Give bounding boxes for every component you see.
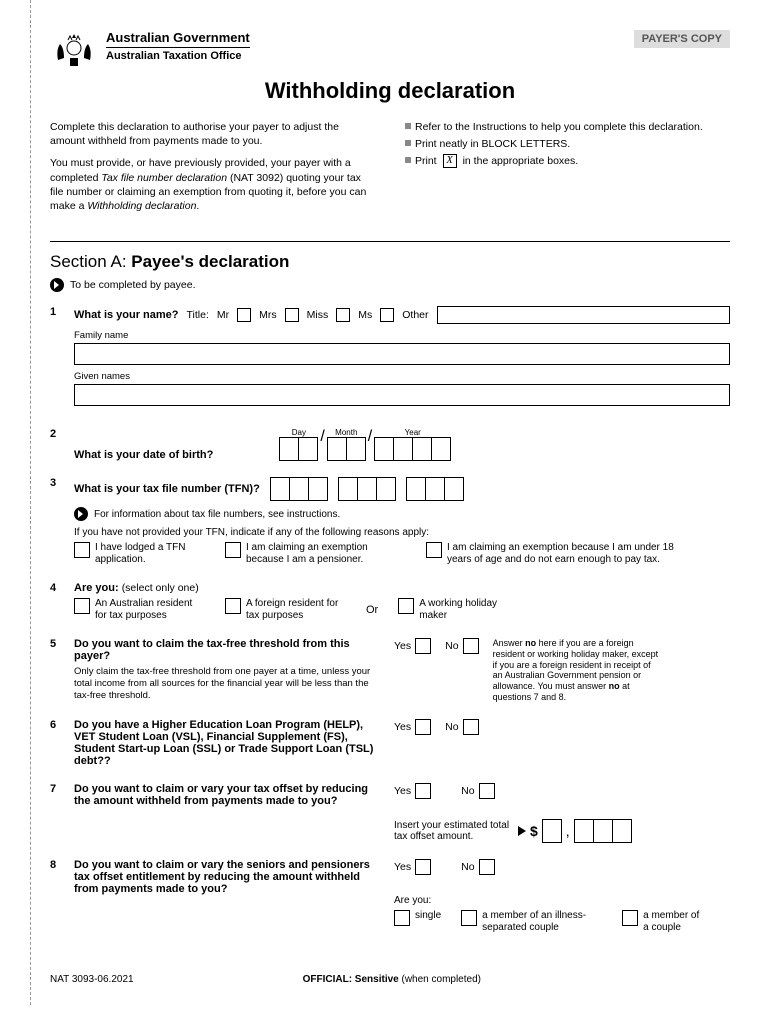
- q7-yes-checkbox[interactable]: [415, 783, 431, 799]
- question-4: 4 Are you: (select only one) An Australi…: [50, 582, 730, 622]
- triangle-icon: [518, 826, 526, 836]
- question-1: 1 What is your name? Title: Mr Mrs Miss …: [50, 306, 730, 412]
- dob-month-input[interactable]: [327, 437, 366, 461]
- mrs-checkbox[interactable]: [285, 308, 299, 322]
- dob-day-input[interactable]: [279, 437, 318, 461]
- intro-p2: You must provide, or have previously pro…: [50, 156, 375, 213]
- illness-sep-checkbox[interactable]: [461, 910, 477, 926]
- footer: NAT 3093-06.2021 OFFICIAL: Sensitive (wh…: [50, 974, 730, 985]
- given-names-input[interactable]: [74, 384, 730, 406]
- miss-checkbox[interactable]: [336, 308, 350, 322]
- page-title: Withholding declaration: [50, 78, 730, 104]
- tfn-input-1[interactable]: [270, 477, 328, 501]
- question-8: 8 Do you want to claim or vary the senio…: [50, 859, 730, 934]
- arrow-icon: [50, 278, 64, 292]
- header: Australian Government Australian Taxatio…: [50, 30, 730, 70]
- offset-amount-1[interactable]: [542, 819, 562, 843]
- intro-p1: Complete this declaration to authorise y…: [50, 120, 375, 148]
- form-code: NAT 3093-06.2021: [50, 974, 134, 985]
- q5-no-hint: Answer no here if you are a foreign resi…: [493, 638, 663, 703]
- q8-no-checkbox[interactable]: [479, 859, 495, 875]
- gov-name: Australian Government: [106, 30, 250, 45]
- footer-classification: OFFICIAL: Sensitive (when completed): [134, 974, 650, 985]
- mr-checkbox[interactable]: [237, 308, 251, 322]
- q8-yes-checkbox[interactable]: [415, 859, 431, 875]
- intro-bullet-2: Print neatly in BLOCK LETTERS.: [405, 137, 730, 151]
- single-checkbox[interactable]: [394, 910, 410, 926]
- family-name-input[interactable]: [74, 343, 730, 365]
- logo-block: Australian Government Australian Taxatio…: [50, 30, 250, 70]
- offset-amount-2[interactable]: [574, 819, 632, 843]
- question-7: 7 Do you want to claim or vary your tax …: [50, 783, 730, 843]
- question-3: 3 What is your tax file number (TFN)? Fo…: [50, 477, 730, 566]
- q6-no-checkbox[interactable]: [463, 719, 479, 735]
- arrow-icon: [74, 507, 88, 521]
- agency-name: Australian Taxation Office: [106, 47, 250, 62]
- ms-checkbox[interactable]: [380, 308, 394, 322]
- working-holiday-checkbox[interactable]: [398, 598, 414, 614]
- tear-line: [30, 0, 31, 1005]
- intro-bullet-1: Refer to the Instructions to help you co…: [405, 120, 730, 134]
- intro-bullet-3: Print X in the appropriate boxes.: [405, 154, 730, 168]
- section-a-note: To be completed by payee.: [50, 278, 730, 292]
- question-2: 2 What is your date of birth? Day / Mont…: [50, 428, 730, 461]
- tfn-input-3[interactable]: [406, 477, 464, 501]
- intro: Complete this declaration to authorise y…: [50, 120, 730, 221]
- section-a-title: Section A: Payee's declaration: [50, 252, 730, 272]
- other-title-input[interactable]: [437, 306, 730, 324]
- tfn-input-2[interactable]: [338, 477, 396, 501]
- under18-checkbox[interactable]: [426, 542, 442, 558]
- tfn-lodged-checkbox[interactable]: [74, 542, 90, 558]
- section-rule: [50, 241, 730, 242]
- payers-copy-badge: PAYER'S COPY: [634, 30, 730, 48]
- question-6: 6 Do you have a Higher Education Loan Pr…: [50, 719, 730, 767]
- question-5: 5 Do you want to claim the tax-free thre…: [50, 638, 730, 703]
- couple-checkbox[interactable]: [622, 910, 638, 926]
- q5-yes-checkbox[interactable]: [415, 638, 431, 654]
- q6-yes-checkbox[interactable]: [415, 719, 431, 735]
- dob-year-input[interactable]: [374, 437, 451, 461]
- foreign-resident-checkbox[interactable]: [225, 598, 241, 614]
- q5-no-checkbox[interactable]: [463, 638, 479, 654]
- pensioner-checkbox[interactable]: [225, 542, 241, 558]
- q7-no-checkbox[interactable]: [479, 783, 495, 799]
- crest-icon: [50, 30, 98, 70]
- aus-resident-checkbox[interactable]: [74, 598, 90, 614]
